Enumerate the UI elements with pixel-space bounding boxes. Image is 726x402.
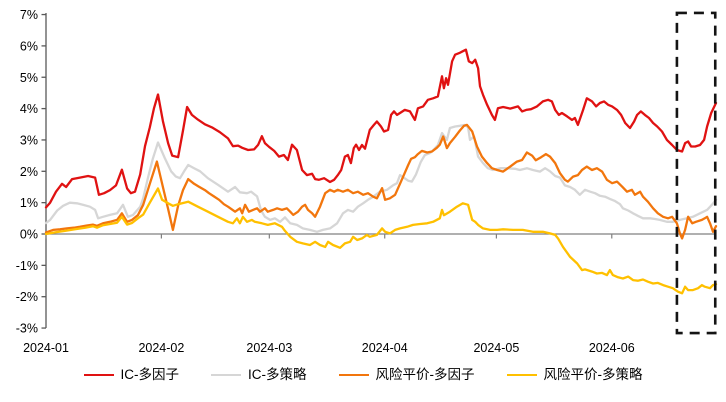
x-axis-label: 2024-06 xyxy=(589,341,635,355)
y-axis-label: 7% xyxy=(20,8,38,22)
legend-label: IC-多因子 xyxy=(120,367,180,382)
y-axis-label: 6% xyxy=(20,39,38,53)
x-axis-label: 2024-05 xyxy=(473,341,519,355)
legend: IC-多因子 IC-多策略 风险平价-多因子 风险平价-多策略 xyxy=(0,368,726,382)
y-axis-label: -2% xyxy=(16,290,38,304)
y-axis-label: 5% xyxy=(20,71,38,85)
legend-swatch xyxy=(338,373,369,376)
y-axis-label: -1% xyxy=(16,259,38,273)
legend-item: IC-多因子 xyxy=(83,367,180,382)
y-axis-label: -3% xyxy=(16,322,38,336)
y-axis-label: 4% xyxy=(20,102,38,116)
series-line-2 xyxy=(44,123,718,240)
legend-label: IC-多策略 xyxy=(248,367,307,382)
legend-item: 风险平价-多因子 xyxy=(338,367,475,382)
y-axis-label: 0% xyxy=(20,228,38,242)
x-axis-label: 2024-03 xyxy=(246,341,292,355)
y-axis-label: 2% xyxy=(20,165,38,179)
x-axis-label: 2024-04 xyxy=(362,341,408,355)
legend-swatch xyxy=(506,373,537,376)
series-line-1 xyxy=(44,123,718,233)
y-axis-label: 3% xyxy=(20,133,38,147)
y-axis-label: 1% xyxy=(20,196,38,210)
legend-swatch xyxy=(211,373,241,376)
series-line-0 xyxy=(44,48,718,209)
legend-item: 风险平价-多策略 xyxy=(506,367,643,382)
legend-item: IC-多策略 xyxy=(211,368,307,382)
legend-label: 风险平价-多策略 xyxy=(543,367,643,382)
x-axis-label: 2024-01 xyxy=(23,341,69,355)
legend-label: 风险平价-多因子 xyxy=(375,367,475,382)
x-axis-label: 2024-02 xyxy=(138,341,184,355)
series-line-3 xyxy=(44,187,718,295)
legend-swatch xyxy=(83,373,114,376)
highlight-dashed-box xyxy=(675,11,717,335)
